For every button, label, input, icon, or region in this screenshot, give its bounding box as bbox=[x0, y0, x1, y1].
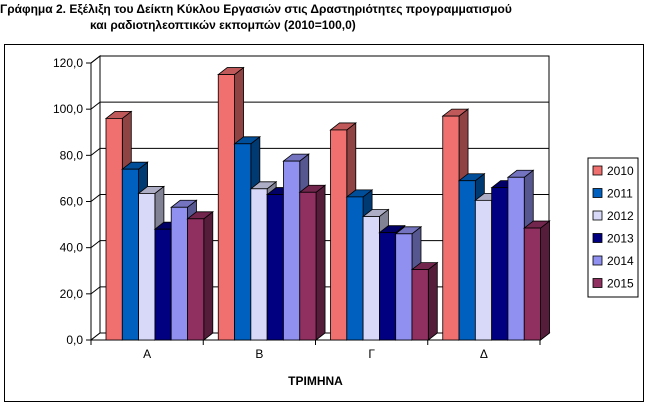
y-tick-label: 60,0 bbox=[60, 195, 84, 209]
bar bbox=[458, 180, 476, 341]
x-axis-title: ΤΡΙΜΗΝΑ bbox=[288, 374, 343, 388]
bar-side bbox=[540, 220, 550, 341]
x-tick-label: Γ bbox=[368, 347, 375, 361]
legend-swatch bbox=[592, 255, 603, 266]
gridline-side bbox=[90, 240, 101, 249]
bar bbox=[217, 74, 235, 341]
bar bbox=[105, 118, 123, 341]
legend-label: 2010 bbox=[607, 164, 634, 178]
x-tick-label: Α bbox=[143, 347, 151, 361]
bar bbox=[507, 176, 525, 341]
bar bbox=[442, 115, 460, 341]
legend-swatch bbox=[592, 165, 603, 176]
legend-label: 2011 bbox=[607, 187, 633, 201]
bar-side bbox=[203, 210, 214, 341]
y-tick-label: 20,0 bbox=[60, 287, 84, 301]
gridline-side bbox=[90, 55, 101, 64]
bar bbox=[411, 269, 429, 341]
bar bbox=[187, 218, 205, 341]
x-tick-label: Δ bbox=[480, 347, 488, 361]
legend-swatch bbox=[592, 210, 603, 221]
bar bbox=[346, 196, 364, 341]
bar-side bbox=[427, 261, 438, 341]
legend-box bbox=[587, 157, 639, 298]
chart-title-line2: και ραδιοτηλεοπτικών εκπομπών (2010=100,… bbox=[90, 18, 356, 32]
bar bbox=[395, 233, 413, 341]
gridline-side bbox=[90, 194, 101, 202]
y-tick-label: 80,0 bbox=[60, 148, 84, 162]
bar bbox=[378, 232, 397, 341]
legend-swatch bbox=[592, 188, 603, 198]
y-tick-label: 100,0 bbox=[53, 102, 83, 116]
gridline-side bbox=[90, 147, 101, 156]
bar bbox=[250, 188, 268, 341]
legend-swatch bbox=[592, 278, 603, 288]
bar bbox=[523, 227, 541, 341]
bar bbox=[170, 206, 188, 341]
bar bbox=[299, 191, 317, 341]
bar bbox=[266, 194, 284, 341]
bar bbox=[330, 129, 348, 341]
bar-side bbox=[315, 184, 326, 341]
y-tick-label: 0,0 bbox=[66, 333, 83, 347]
y-tick-label: 120,0 bbox=[53, 56, 83, 70]
gridline-side bbox=[90, 286, 101, 295]
legend-label: 2014 bbox=[607, 254, 634, 268]
bar bbox=[474, 199, 493, 341]
y-tick-label: 40,0 bbox=[60, 241, 84, 255]
gridline-side bbox=[90, 101, 101, 110]
x-tick-label: Β bbox=[255, 347, 263, 361]
legend-label: 2012 bbox=[607, 209, 634, 223]
bar bbox=[491, 187, 509, 341]
legend-label: 2015 bbox=[607, 277, 634, 291]
bar bbox=[283, 160, 301, 341]
bar bbox=[121, 168, 140, 341]
legend-label: 2013 bbox=[607, 232, 634, 246]
bar bbox=[138, 193, 156, 341]
chart-title-line1: Γράφημα 2. Εξέλιξη του Δείκτη Κύκλου Εργ… bbox=[0, 2, 512, 16]
bar bbox=[362, 216, 380, 341]
bar bbox=[234, 143, 252, 341]
legend-swatch bbox=[592, 233, 603, 243]
bar bbox=[154, 228, 172, 341]
